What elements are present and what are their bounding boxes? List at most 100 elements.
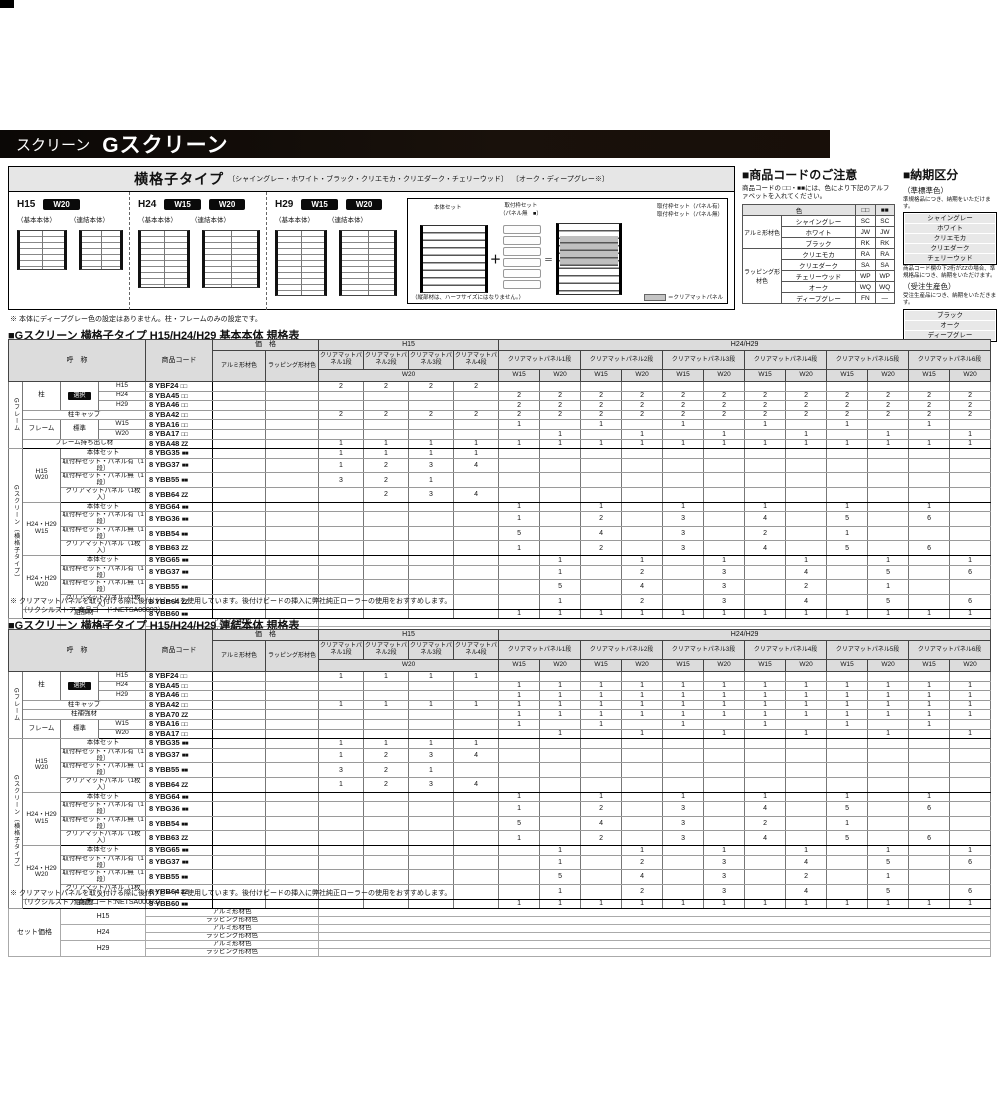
qty-cell: 2 [498,390,541,402]
product-code: 8 YBB63 ZZ [145,830,213,847]
code-text: 8 YBG35 [149,448,180,458]
qty-cell: 1 [621,699,664,711]
qty-cell [539,540,582,557]
code-text: 8 YBB64 [149,886,180,896]
qty-cell: 1 [908,791,951,803]
size-groups: H15 W20 （基本本体） （連結本体） H24 W15 W20 （基本本体） （連結本体） H… [9,192,403,310]
item-name: W15 [98,419,146,430]
qty-cell: 1 [949,845,992,856]
qty-cell: 1 [662,438,705,450]
column-header: W15 [662,369,705,382]
qty-cell: 3 [318,472,364,488]
qty-cell: 1 [949,690,992,701]
price-cell [212,777,266,793]
footnote-line1: ※ クリアマットパネルを取り付ける際に後付けビードを使用しています。後付けビード… [10,598,452,605]
qty-cell: 4 [785,593,828,610]
code-text: 8 YBA17 [149,429,180,439]
qty-cell: 1 [662,709,705,720]
size-labels: H15 W20 [17,196,123,212]
qty-cell: 1 [498,680,541,692]
product-code: 8 YBB64 ZZ [145,487,213,503]
qty-cell [621,718,664,730]
qty-cell: 1 [621,428,664,440]
qty-cell: 3 [662,525,705,542]
plus-sign: ＋ [490,254,501,266]
qty-cell [408,854,454,871]
notice-title: ■商品コードのご注意 [742,168,858,182]
product-code: 8 YBA46 □□ [145,690,213,701]
qty-cell [867,830,910,847]
qty-cell: 1 [949,555,992,566]
qty-cell [867,457,910,474]
qty-cell [318,709,364,720]
qty-cell: 6 [908,830,951,847]
qty-cell [744,472,787,488]
qty-cell [363,690,409,701]
price-cell [265,381,319,392]
qty-cell [452,869,500,885]
code-suffix-boxes: ■■ [181,794,189,801]
price-cell [212,845,266,856]
qty-cell [949,738,992,749]
header-row: W20 W15 W20 W15 W20 W15 W20 W15 W20 W15 W20 W15 W20 [9,369,992,382]
qty-cell [318,845,364,856]
qty-cell: 5 [498,525,541,542]
item-name: H24 [98,390,146,402]
qty-cell: 1 [662,690,705,701]
code-suffix-boxes: ■■ [181,741,189,748]
qty-cell [744,762,787,778]
price-cell [212,555,266,566]
code-text: 8 YBB64 [149,779,180,789]
qty-cell: 4 [452,457,500,474]
qty-cell: 1 [621,898,664,910]
product-figures-row: H15 W20 （基本本体） （連結本体） H24 W15 W20 （基本本体） （連結本体） H… [9,192,734,310]
table-row: 取付枠セット・パネル無（1段） 8 YBB55 ■■ 3 2 1 [9,762,992,778]
notice-description: 商品コードの □□・■■には、色により下記のアルファベットを入れてください。 [742,185,890,201]
qty-cell: 1 [318,457,364,474]
qty-cell [662,869,705,885]
qty-cell: 6 [949,593,992,610]
qty-cell: 2 [744,815,787,832]
code-open: WP [855,270,876,283]
table-row: 柱キャップ 8 YBA42 □□ 1 1 1 1 1 1 1 1 1 1 1 1 1 1 1 1 [9,699,992,711]
qty-cell [539,671,582,682]
qty-cell [580,381,623,392]
code-open: RK [855,237,876,250]
price-cell [265,390,319,402]
code-filled: WQ [874,281,896,294]
product-code: 8 YBB55 ■■ [145,762,213,778]
code-text: 8 YBA70 [149,709,180,719]
code-suffix-boxes: ■■ [181,463,189,470]
code-suffix-boxes: ■■ [181,478,188,485]
qty-cell: 1 [318,777,364,793]
column-header: ラッピング形材色 [265,640,319,672]
set-price-kind: アルミ形材色 [145,940,319,950]
delivery-color: ディープグレー [905,330,995,340]
qty-cell [785,511,828,527]
qty-cell: 4 [580,815,623,832]
qty-cell [662,747,705,764]
price-cell [212,801,266,817]
code-text: 8 YBA48 [149,439,180,448]
product-code: 8 YBA48 ZZ [145,438,213,450]
qty-cell [621,830,664,847]
qty-cell: 1 [498,801,541,817]
column-header: クリアマットパネル3段 [662,640,746,660]
set-price-kind: ラッピング形材色 [145,932,319,942]
qty-cell: 2 [949,390,992,402]
qty-cell [867,815,910,832]
qty-cell: 1 [908,718,951,730]
qty-cell: 5 [539,579,582,595]
section-vertical-label: Gフレーム [8,380,23,450]
qty-cell [662,564,705,581]
body-type-labels: （基本本体） （連結本体） [17,214,123,224]
qty-cell [498,555,541,566]
qty-cell [408,718,454,730]
qty-cell: 5 [826,511,869,527]
code-text: 8 YBB55 [149,871,180,881]
basic-table-footnote: ※ クリアマットパネルを取り付ける際に後付けビードを使用しています。後付けビード… [10,597,451,616]
code-text: 8 YBB60 [149,609,180,618]
delivery-color: ホワイト [905,224,995,235]
price-cell [265,448,319,459]
item-name: 取付枠セット・パネル無（1段） [60,472,146,488]
